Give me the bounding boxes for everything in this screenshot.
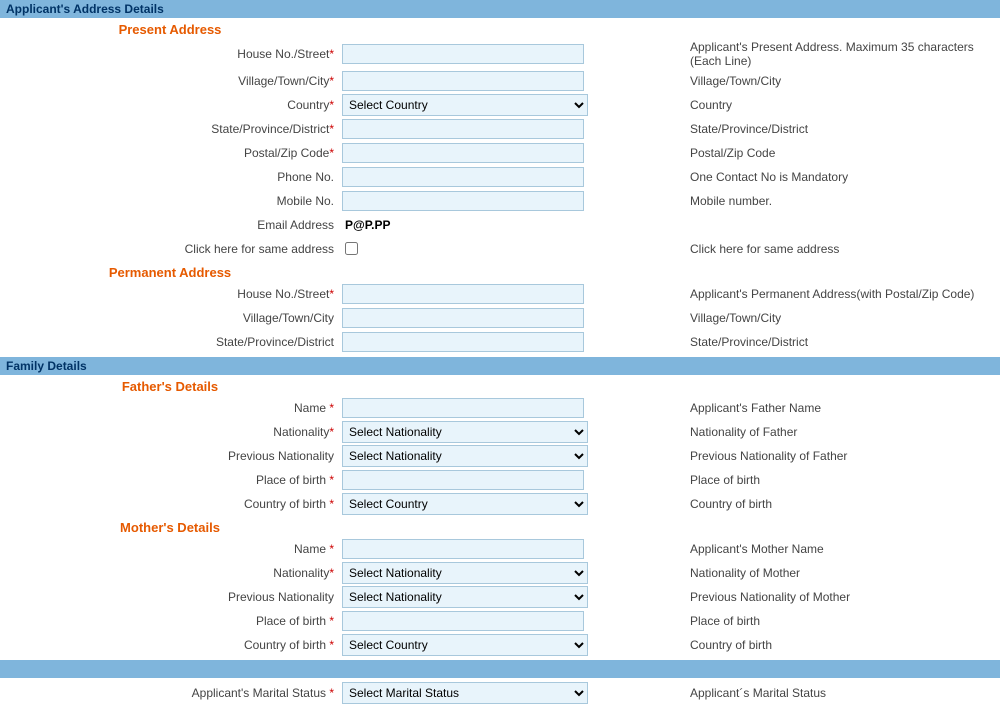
father-name-label: Name * — [0, 401, 340, 415]
address-section-header: Applicant's Address Details — [0, 0, 1000, 18]
state-input[interactable] — [342, 119, 584, 139]
postal-input[interactable] — [342, 143, 584, 163]
mother-pob-help: Place of birth — [590, 614, 1000, 628]
email-label: Email Address — [0, 218, 340, 232]
father-nationality-label: Nationality* — [0, 425, 340, 439]
perm-village-input[interactable] — [342, 308, 584, 328]
house-label: House No./Street* — [0, 47, 340, 61]
father-details-title: Father's Details — [0, 375, 340, 396]
permanent-address-title: Permanent Address — [0, 261, 340, 282]
email-value: P@P.PP — [342, 218, 391, 232]
phone-input[interactable] — [342, 167, 584, 187]
house-input[interactable] — [342, 44, 584, 64]
father-pob-label: Place of birth * — [0, 473, 340, 487]
perm-house-label: House No./Street* — [0, 287, 340, 301]
mother-cob-help: Country of birth — [590, 638, 1000, 652]
phone-help: One Contact No is Mandatory — [590, 170, 1000, 184]
house-help: Applicant's Present Address. Maximum 35 … — [590, 40, 1000, 68]
perm-house-help: Applicant's Permanent Address(with Posta… — [590, 287, 1000, 301]
mother-name-help: Applicant's Mother Name — [590, 542, 1000, 556]
father-pob-help: Place of birth — [590, 473, 1000, 487]
marital-section-header — [0, 660, 1000, 678]
perm-village-help: Village/Town/City — [590, 311, 1000, 325]
marital-select[interactable]: Select Marital Status — [342, 682, 588, 704]
state-help: State/Province/District — [590, 122, 1000, 136]
mother-name-input[interactable] — [342, 539, 584, 559]
father-name-input[interactable] — [342, 398, 584, 418]
marital-label: Applicant's Marital Status * — [0, 686, 340, 700]
perm-state-help: State/Province/District — [590, 335, 1000, 349]
mother-pob-input[interactable] — [342, 611, 584, 631]
mother-pob-label: Place of birth * — [0, 614, 340, 628]
marital-help: Applicant´s Marital Status — [590, 686, 1000, 700]
father-nationality-help: Nationality of Father — [590, 425, 1000, 439]
perm-state-input[interactable] — [342, 332, 584, 352]
father-prev-nat-label: Previous Nationality — [0, 449, 340, 463]
mother-prev-nat-select[interactable]: Select Nationality — [342, 586, 588, 608]
country-select[interactable]: Select Country — [342, 94, 588, 116]
mother-cob-select[interactable]: Select Country — [342, 634, 588, 656]
mother-details-title: Mother's Details — [0, 516, 340, 537]
mother-cob-label: Country of birth * — [0, 638, 340, 652]
country-help: Country — [590, 98, 1000, 112]
mother-prev-nat-help: Previous Nationality of Mother — [590, 590, 1000, 604]
mother-name-label: Name * — [0, 542, 340, 556]
village-label: Village/Town/City* — [0, 74, 340, 88]
mobile-help: Mobile number. — [590, 194, 1000, 208]
father-pob-input[interactable] — [342, 470, 584, 490]
father-prev-nat-select[interactable]: Select Nationality — [342, 445, 588, 467]
father-cob-select[interactable]: Select Country — [342, 493, 588, 515]
father-cob-label: Country of birth * — [0, 497, 340, 511]
father-name-help: Applicant's Father Name — [590, 401, 1000, 415]
mobile-input[interactable] — [342, 191, 584, 211]
mother-nationality-help: Nationality of Mother — [590, 566, 1000, 580]
mother-nationality-label: Nationality* — [0, 566, 340, 580]
postal-help: Postal/Zip Code — [590, 146, 1000, 160]
same-address-checkbox[interactable] — [345, 242, 358, 255]
same-address-label: Click here for same address — [0, 242, 340, 256]
father-cob-help: Country of birth — [590, 497, 1000, 511]
mobile-label: Mobile No. — [0, 194, 340, 208]
father-prev-nat-help: Previous Nationality of Father — [590, 449, 1000, 463]
country-label: Country* — [0, 98, 340, 112]
perm-house-input[interactable] — [342, 284, 584, 304]
state-label: State/Province/District* — [0, 122, 340, 136]
mother-prev-nat-label: Previous Nationality — [0, 590, 340, 604]
village-input[interactable] — [342, 71, 584, 91]
family-section-header: Family Details — [0, 357, 1000, 375]
perm-state-label: State/Province/District — [0, 335, 340, 349]
same-address-help: Click here for same address — [590, 242, 1000, 256]
perm-village-label: Village/Town/City — [0, 311, 340, 325]
present-address-title: Present Address — [0, 18, 340, 39]
father-nationality-select[interactable]: Select Nationality — [342, 421, 588, 443]
village-help: Village/Town/City — [590, 74, 1000, 88]
phone-label: Phone No. — [0, 170, 340, 184]
mother-nationality-select[interactable]: Select Nationality — [342, 562, 588, 584]
postal-label: Postal/Zip Code* — [0, 146, 340, 160]
